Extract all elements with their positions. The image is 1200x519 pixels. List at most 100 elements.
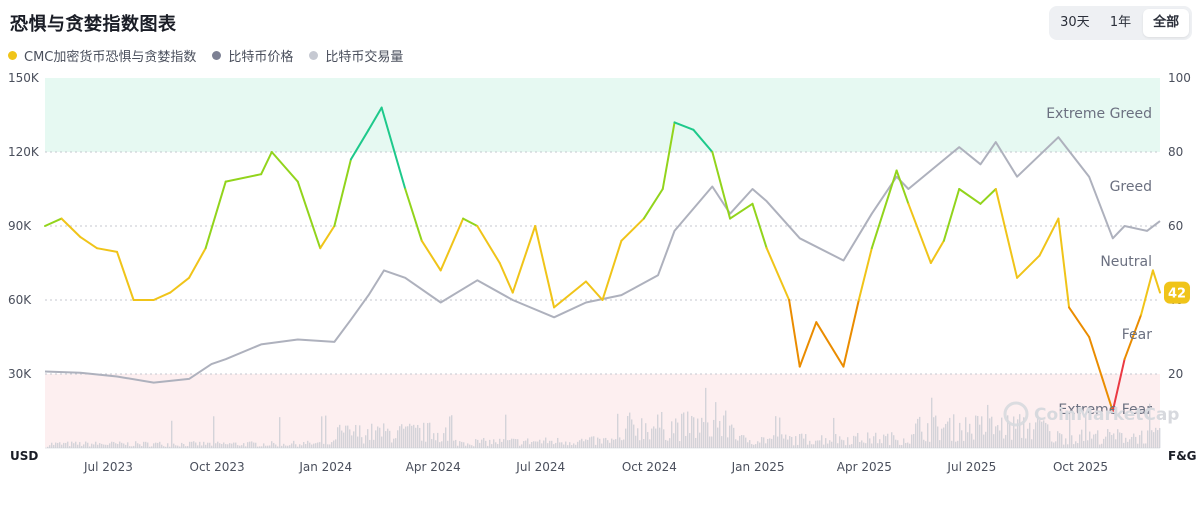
volume-bar [897,440,899,448]
volume-bar [739,435,741,448]
volume-bar [85,441,87,448]
volume-bar [49,445,51,448]
volume-bar [925,441,927,448]
volume-bar [831,441,833,448]
volume-bar [657,414,659,448]
volume-bar [245,446,247,448]
volume-bar [241,445,243,448]
fg-index-segment [857,247,873,301]
volume-bar [475,439,477,448]
legend-item-btc-volume[interactable]: 比特币交易量 [309,46,403,65]
volume-bar [817,440,819,448]
volume-bar [161,444,163,448]
volume-bar [1129,439,1131,448]
legend-item-fg-index[interactable]: CMC加密货币恐惧与贪婪指数 [8,46,196,65]
fg-index-segment [420,239,442,272]
x-axis-tick-label: Jul 2023 [83,460,133,474]
volume-bar [165,446,167,448]
volume-bar [121,442,123,448]
fg-index-segment [152,291,172,301]
volume-bar [717,427,719,448]
volume-bar [861,440,863,448]
zone-label: Greed [1110,179,1152,195]
tab-30d[interactable]: 30天 [1060,15,1090,30]
volume-bar [251,441,253,448]
legend-item-btc-price[interactable]: 比特币价格 [212,46,293,65]
volume-bar [581,438,583,448]
volume-bar [243,443,245,448]
volume-bar [341,430,343,448]
fg-index-segment [1123,313,1143,361]
volume-bar [69,446,71,448]
volume-bar [745,437,747,448]
volume-bar [949,417,951,448]
volume-bar [339,424,341,448]
volume-bar [83,444,85,448]
right-axis-tick-label: 100 [1168,71,1191,85]
volume-bar [857,432,859,448]
volume-bar [231,443,233,448]
volume-bar [937,426,939,448]
volume-bar [791,436,793,448]
volume-bar [1149,403,1151,448]
volume-bar [1045,422,1047,448]
volume-bar [767,438,769,448]
volume-bar [221,444,223,448]
volume-bar [143,441,145,448]
volume-bar [593,436,595,448]
volume-bar [665,439,667,448]
volume-bar [811,444,813,448]
volume-bar [271,441,273,448]
volume-bar [889,445,891,448]
volume-bars [47,387,1161,448]
volume-bar [253,442,255,448]
volume-bar [939,440,941,448]
volume-bar [649,439,651,448]
volume-bar [1023,417,1025,448]
volume-bar [101,443,103,448]
volume-bar [211,445,213,448]
volume-bar [99,443,101,448]
volume-bar [639,440,641,448]
volume-bar [405,426,407,448]
volume-bar [955,441,957,448]
volume-bar [753,444,755,448]
fg-index-segment [44,217,63,227]
zone-label: Extreme Greed [1046,106,1152,122]
volume-bar [959,422,961,448]
fg-index-segment [270,151,299,183]
volume-bar [1143,443,1145,448]
fg-index-segment [765,247,791,301]
volume-bar [985,431,987,448]
volume-bar [399,426,401,448]
volume-bar [435,440,437,448]
volume-bar [707,422,709,448]
volume-bar [799,433,801,448]
volume-bar [429,422,431,448]
tab-1y[interactable]: 1年 [1109,15,1132,30]
fg-index-segment [958,188,982,205]
volume-bar [763,437,765,448]
volume-bar [931,397,933,448]
fg-index-segment [907,202,932,264]
volume-bar [887,433,889,448]
volume-bar [845,445,847,448]
volume-bar [1037,415,1039,448]
volume-bar [659,427,661,448]
tab-all[interactable]: 全部 [1143,9,1190,37]
volume-bar [617,413,619,448]
volume-bar [1027,428,1029,448]
fg-index-segment [204,180,227,250]
volume-bar [321,416,323,448]
legend-label: CMC加密货币恐惧与贪婪指数 [24,50,197,65]
volume-bar [141,446,143,448]
fg-index-segment [584,280,604,301]
volume-bar [109,443,111,448]
volume-bar [553,444,555,448]
volume-bar [1077,443,1079,448]
volume-bar [759,442,761,448]
x-axis-tick-label: Oct 2023 [190,460,245,474]
volume-bar [359,425,361,448]
volume-bar [155,442,157,448]
volume-bar [209,442,211,448]
